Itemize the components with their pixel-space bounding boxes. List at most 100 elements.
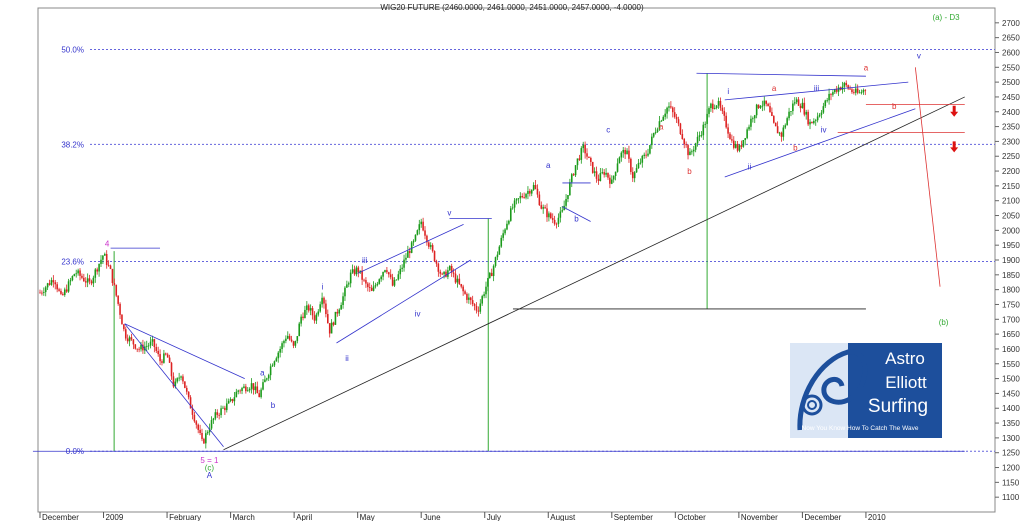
- candle-body: [620, 152, 623, 158]
- y-tick-label: 1750: [1002, 300, 1020, 309]
- y-tick-label: 1700: [1002, 315, 1020, 324]
- y-tick-label: 2700: [1002, 19, 1020, 28]
- candle-body: [755, 104, 758, 116]
- candle-body: [494, 257, 497, 266]
- candle-body: [315, 314, 318, 321]
- candle-body: [380, 276, 382, 280]
- candle-body: [790, 111, 792, 112]
- candle-body: [468, 297, 470, 300]
- candle-body: [367, 283, 369, 288]
- candle-body: [813, 120, 815, 124]
- candle-body: [569, 182, 571, 196]
- candle-body: [359, 270, 362, 273]
- x-tick-label: April: [296, 513, 312, 521]
- y-tick-label: 1300: [1002, 434, 1020, 443]
- candle-body: [628, 150, 630, 159]
- candle-body: [801, 102, 804, 109]
- candle-body: [271, 365, 274, 367]
- candle-body: [327, 314, 329, 324]
- candle-body: [309, 308, 312, 311]
- candle-body: [378, 279, 381, 284]
- candle-body: [443, 271, 445, 275]
- candle-body: [498, 246, 501, 255]
- candle-body: [727, 127, 729, 134]
- candle-body: [428, 242, 430, 247]
- candle-body: [235, 391, 238, 398]
- candle-body: [149, 341, 152, 346]
- candle-body: [450, 265, 453, 273]
- candle-body: [283, 340, 285, 344]
- wave-label: ii: [345, 354, 349, 363]
- candle-body: [332, 322, 335, 325]
- candle-body: [485, 286, 487, 295]
- candle-body: [111, 268, 114, 284]
- candle-body: [403, 259, 405, 268]
- candle-body: [412, 240, 415, 243]
- candle-body: [119, 303, 121, 315]
- candle-body: [546, 208, 548, 218]
- x-tick-label: October: [677, 513, 706, 521]
- candle-body: [570, 174, 573, 183]
- candle-body: [582, 144, 585, 149]
- candle-body: [248, 388, 251, 391]
- candle-body: [519, 196, 522, 199]
- candle-body: [492, 265, 495, 277]
- candle-body: [214, 412, 217, 419]
- candle-body: [302, 316, 304, 319]
- candle-body: [832, 92, 834, 95]
- candle-body: [506, 223, 508, 230]
- candle-body: [496, 254, 499, 258]
- wave-label: b: [271, 401, 276, 410]
- candle-body: [90, 281, 93, 284]
- candle-body: [660, 120, 663, 122]
- wave-label: i: [321, 283, 323, 292]
- candle-body: [88, 278, 91, 282]
- candle-body: [256, 386, 259, 394]
- down-arrows: [950, 105, 959, 153]
- candle-body: [757, 104, 760, 108]
- candle-body: [96, 269, 98, 272]
- candle-body: [184, 381, 186, 388]
- y-tick-label: 1600: [1002, 345, 1020, 354]
- candle-body: [837, 87, 840, 92]
- candle-body: [557, 217, 560, 224]
- candle-body: [121, 314, 123, 325]
- candle-body: [858, 92, 861, 94]
- candle-body: [618, 157, 621, 164]
- candle-body: [182, 376, 184, 382]
- candle-body: [239, 390, 241, 392]
- candle-body: [98, 263, 100, 272]
- trend-line: [914, 67, 941, 287]
- candle-body: [363, 279, 365, 281]
- candle-body: [681, 134, 684, 140]
- y-tick-label: 1150: [1002, 478, 1020, 487]
- candle-body: [216, 412, 219, 415]
- trend-line: [124, 323, 224, 448]
- candle-body: [517, 198, 520, 200]
- candle-body: [374, 285, 377, 287]
- trend-line: [124, 323, 245, 379]
- candle-body: [290, 339, 293, 342]
- candle-body: [71, 276, 74, 281]
- candle-body: [603, 172, 605, 175]
- candle-body: [456, 278, 459, 283]
- candle-body: [860, 92, 863, 94]
- candle-body: [225, 403, 228, 411]
- candle-body: [50, 280, 53, 285]
- candle-body: [107, 264, 110, 266]
- candle-body: [630, 158, 632, 172]
- candle-body: [231, 399, 234, 402]
- candle-body: [426, 235, 428, 243]
- candle-body: [452, 272, 455, 274]
- candle-body: [677, 119, 680, 124]
- logo-line-1: Astro: [885, 349, 925, 368]
- candle-body: [740, 145, 743, 147]
- candle-body: [172, 376, 175, 387]
- candle-body: [553, 219, 556, 224]
- candle-body: [429, 245, 432, 247]
- candle-body: [820, 112, 823, 115]
- candle-body: [710, 103, 712, 109]
- candle-body: [401, 267, 403, 269]
- candle-body: [63, 289, 66, 295]
